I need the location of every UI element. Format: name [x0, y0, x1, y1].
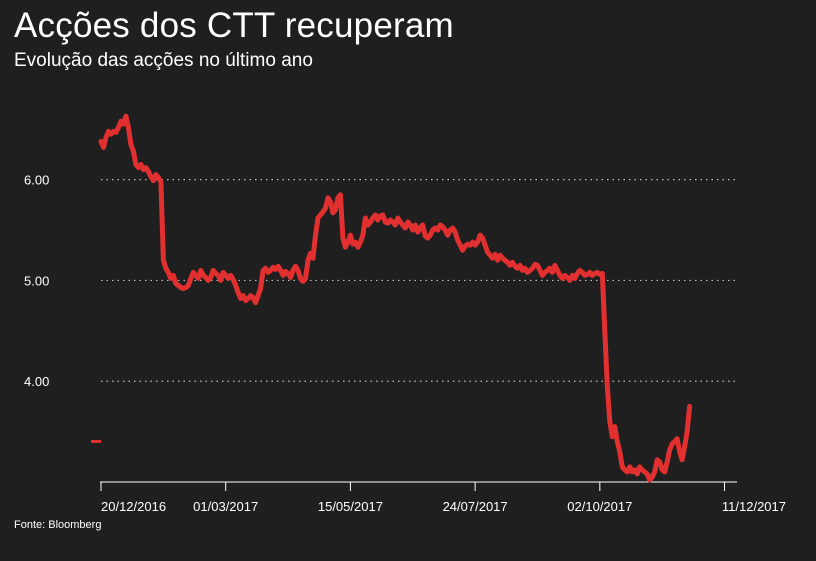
- x-axis-ticks: 20/12/2016 01/03/2017 15/05/2017 24/07/2017…: [100, 482, 786, 514]
- chart-title: Acções dos CTT recuperam: [14, 6, 454, 45]
- y-tick-label: 4.00: [24, 374, 49, 389]
- x-tick-label: 11/12/2017: [722, 499, 786, 514]
- y-tick-label: 5.00: [24, 273, 49, 288]
- grid-lines: [101, 179, 738, 382]
- chart-subtitle: Evolução das acções no último ano: [14, 50, 313, 71]
- y-axis-tick-labels: 4.00 5.00 6.00: [24, 173, 49, 390]
- source-note: Fonte: Bloomberg: [14, 519, 102, 531]
- x-tick-label: 24/07/2017: [443, 499, 508, 514]
- x-tick-label: 02/10/2017: [567, 499, 632, 514]
- x-tick-label: 20/12/2016: [101, 499, 166, 514]
- x-tick-label: 15/05/2017: [318, 499, 383, 514]
- series-line-ctt: [98, 113, 693, 483]
- y-tick-label: 6.00: [24, 173, 49, 188]
- x-tick-label: 01/03/2017: [193, 499, 258, 514]
